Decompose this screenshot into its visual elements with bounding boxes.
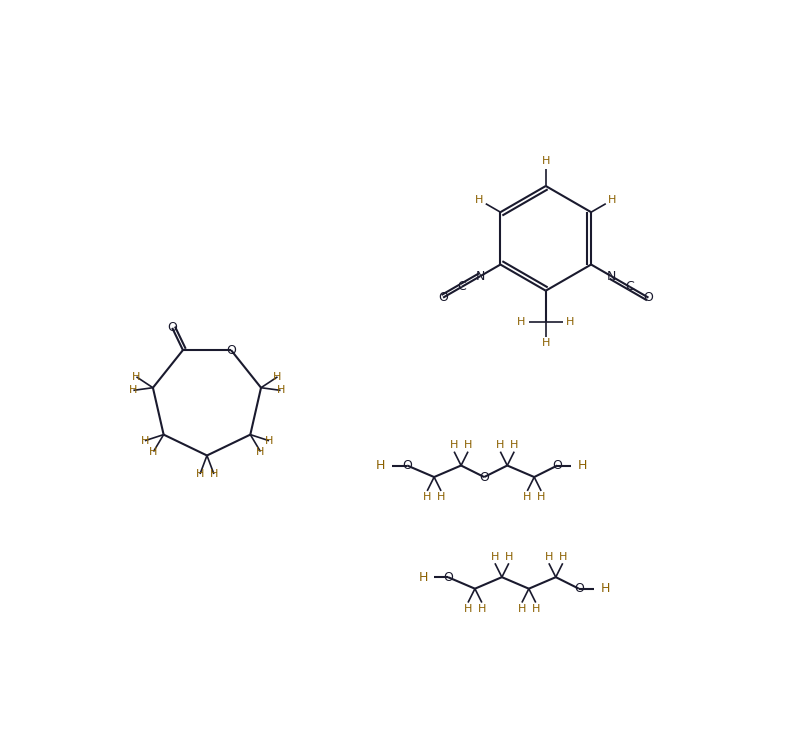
Text: H: H xyxy=(545,552,553,562)
Text: H: H xyxy=(523,492,532,502)
Text: H: H xyxy=(419,570,428,584)
Text: O: O xyxy=(443,570,453,584)
Text: H: H xyxy=(558,552,567,562)
Text: H: H xyxy=(518,603,526,614)
Text: O: O xyxy=(402,459,412,472)
Text: O: O xyxy=(643,291,654,304)
Text: O: O xyxy=(167,321,177,334)
Text: H: H xyxy=(464,603,472,614)
Text: H: H xyxy=(377,459,385,472)
Text: H: H xyxy=(541,338,550,348)
Text: H: H xyxy=(490,552,499,562)
Text: H: H xyxy=(600,582,610,595)
Text: H: H xyxy=(517,317,525,326)
Text: H: H xyxy=(256,447,265,456)
Text: O: O xyxy=(574,582,584,595)
Text: O: O xyxy=(553,459,562,472)
Text: H: H xyxy=(423,492,431,502)
Text: O: O xyxy=(479,470,489,484)
Text: H: H xyxy=(276,385,284,395)
Text: H: H xyxy=(541,157,550,166)
Text: H: H xyxy=(578,459,587,472)
Text: H: H xyxy=(464,440,472,451)
Text: C: C xyxy=(625,280,634,293)
Text: O: O xyxy=(438,291,448,304)
Text: H: H xyxy=(496,440,504,451)
Text: H: H xyxy=(505,552,513,562)
Text: O: O xyxy=(226,343,236,356)
Text: H: H xyxy=(475,195,483,205)
Text: H: H xyxy=(437,492,445,502)
Text: H: H xyxy=(510,440,519,451)
Text: C: C xyxy=(457,280,466,293)
Text: H: H xyxy=(210,469,218,479)
Text: H: H xyxy=(141,436,149,445)
Text: N: N xyxy=(607,270,616,282)
Text: H: H xyxy=(608,195,617,205)
Text: H: H xyxy=(265,436,273,445)
Text: H: H xyxy=(532,603,540,614)
Text: H: H xyxy=(537,492,545,502)
Text: H: H xyxy=(149,447,158,456)
Text: H: H xyxy=(566,317,574,326)
Text: H: H xyxy=(133,372,141,382)
Text: H: H xyxy=(196,469,204,479)
Text: H: H xyxy=(273,372,282,382)
Text: N: N xyxy=(476,270,485,282)
Text: H: H xyxy=(478,603,486,614)
Text: H: H xyxy=(450,440,458,451)
Text: H: H xyxy=(129,385,137,395)
